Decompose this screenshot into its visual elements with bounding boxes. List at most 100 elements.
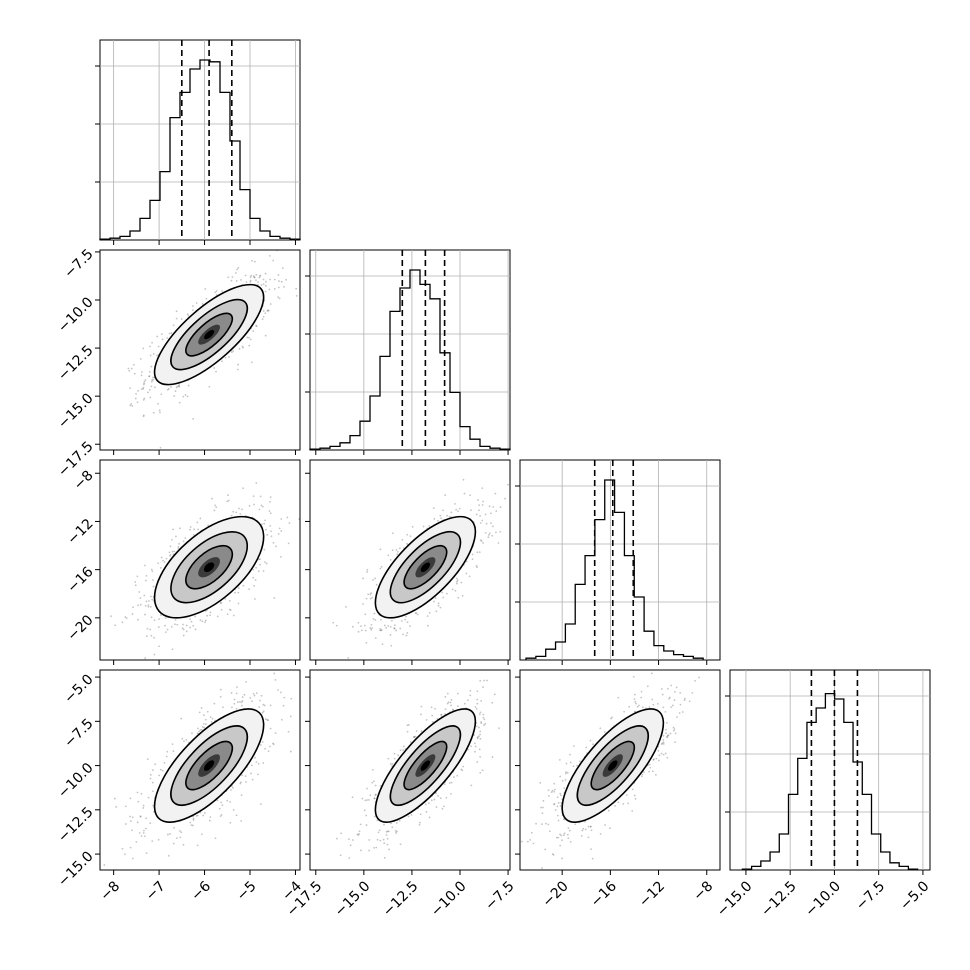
panel-content [110,482,300,660]
sample-point [452,709,455,711]
sample-point [476,761,479,763]
sample-point [166,337,169,339]
sample-point [565,762,568,765]
sample-point [137,618,139,621]
sample-point [186,313,189,316]
sample-point [253,276,256,279]
sample-point [144,379,147,381]
sample-point [215,370,217,373]
sample-point [675,686,678,689]
sample-point [153,636,155,639]
sample-point [435,610,438,613]
sample-point [483,679,486,682]
sample-point [487,534,490,536]
sample-point [391,549,394,552]
sample-point [387,554,390,557]
sample-point [272,259,275,262]
sample-point [365,814,368,817]
sample-point [158,409,161,412]
sample-point [241,345,244,348]
sample-point [360,625,362,628]
sample-point [559,792,562,795]
sample-point [461,594,464,597]
sample-point [488,505,491,508]
sample-point [368,839,371,841]
sample-point [356,833,359,836]
sample-point [219,688,222,691]
sample-point [339,854,342,857]
sample-point [189,526,192,528]
sample-point [216,615,219,618]
sample-point [192,418,195,420]
sample-point [480,721,482,723]
sample-point [189,528,191,531]
sample-point [151,598,154,601]
sample-point [382,838,385,841]
sample-point [479,737,482,740]
sample-point [143,594,146,597]
sample-point [439,606,442,609]
sample-point [138,591,141,593]
sample-point [567,827,570,830]
sample-point [204,723,207,726]
sample-point [157,402,159,405]
sample-point [144,657,147,660]
sample-point [380,629,382,632]
sample-point [380,629,383,632]
sample-point [451,708,454,711]
sample-point [475,708,478,710]
sample-point [482,713,485,716]
sample-point [241,508,243,511]
sample-point [149,822,152,825]
sample-point [661,668,663,670]
sample-point [437,519,439,522]
panel-frame [519,459,721,661]
sample-point [398,819,401,822]
sample-point [182,623,184,626]
sample-point [182,628,185,631]
sample-point [204,718,207,721]
sample-point [142,414,145,417]
sample-point [167,833,169,836]
sample-point [554,809,557,811]
panel-content [103,670,293,866]
sample-point [444,708,447,711]
sample-point [245,281,248,283]
sample-point [578,760,581,763]
sample-point [478,735,480,738]
sample-point [235,692,238,695]
sample-point [259,274,262,277]
scatter-panel-1-0 [95,249,301,455]
sample-point [389,763,392,765]
sample-point [385,834,388,836]
sample-point [169,554,171,557]
sample-point [171,743,174,745]
sample-point [476,702,479,705]
sample-point [214,504,217,507]
sample-point [395,832,398,834]
sample-point [478,726,480,729]
sample-point [295,295,298,297]
sample-point [393,752,396,755]
sample-point [254,756,256,759]
sample-point [456,579,459,582]
sample-point [393,624,396,626]
sample-point [413,735,416,738]
sample-point [336,837,338,840]
sample-point [482,686,484,689]
sample-point [239,700,241,703]
sample-point [379,628,382,630]
sample-point [357,621,360,624]
sample-point [272,743,275,746]
sample-point [149,396,152,399]
sample-point [386,837,389,840]
sample-point [446,702,449,705]
sample-point [178,542,181,545]
sample-point [369,593,372,596]
sample-point [375,793,377,796]
sample-point [260,694,263,697]
sample-point [469,690,472,692]
sample-point [131,857,134,860]
sample-point [457,510,459,513]
sample-point [365,824,368,826]
